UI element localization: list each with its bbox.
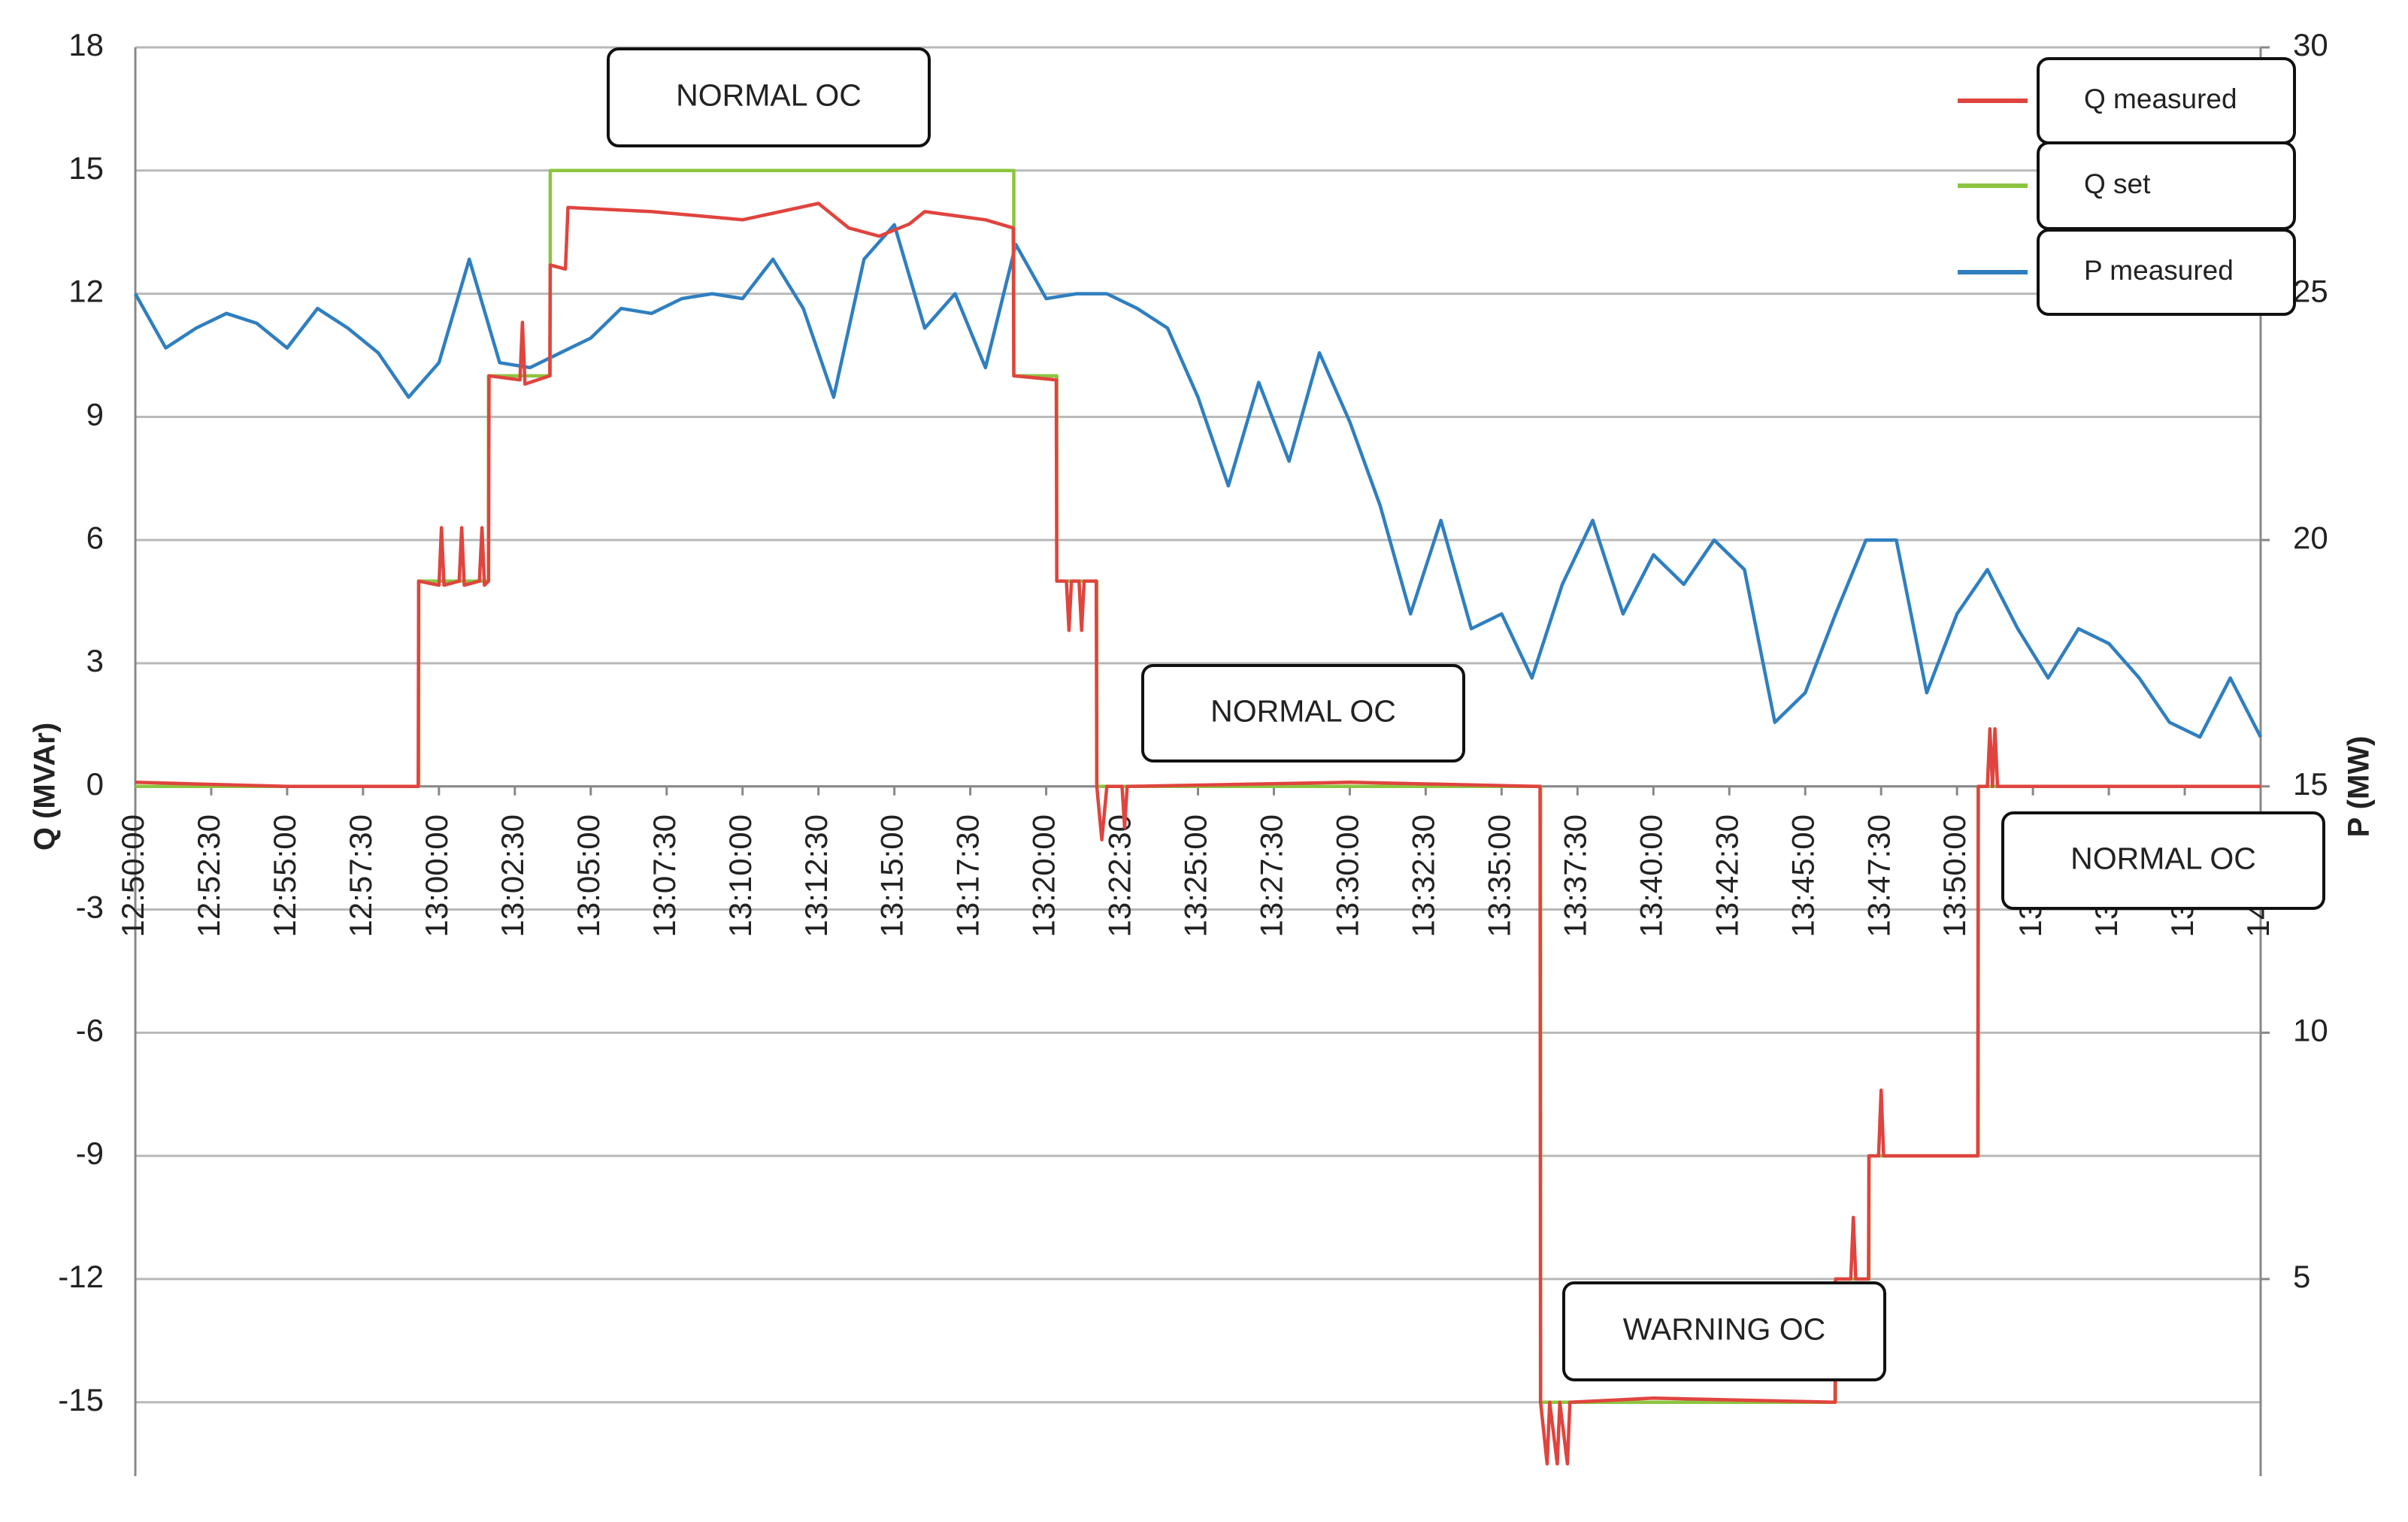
x-tick-label: 13:40:00 xyxy=(1633,814,1668,938)
x-tick-label: 13:00:00 xyxy=(419,814,454,938)
x-tick-label: 13:50:00 xyxy=(1937,814,1972,938)
x-tick-label: 13:37:30 xyxy=(1557,814,1592,938)
x-tick-label: 13:42:30 xyxy=(1709,814,1744,938)
annotation-box xyxy=(1141,664,1465,763)
y-tick-label: -12 xyxy=(58,1259,104,1294)
y2-tick-label: 5 xyxy=(2293,1259,2310,1294)
x-tick-label: 13:07:30 xyxy=(647,814,682,938)
series-line xyxy=(135,202,2261,1466)
x-tick-label: 13:25:00 xyxy=(1178,814,1213,938)
legend-label: Q measured xyxy=(2084,83,2237,114)
y2-tick-label: 15 xyxy=(2293,766,2328,802)
y-tick-label: 3 xyxy=(86,643,104,678)
x-tick-label: 13:12:30 xyxy=(798,814,834,938)
x-tick-label: 13:35:00 xyxy=(1481,814,1516,938)
x-tick-label: 12:55:00 xyxy=(267,814,302,938)
x-tick-label: 13:17:30 xyxy=(950,814,986,938)
y2-tick-label: 30 xyxy=(2293,27,2328,62)
x-tick-label: 13:27:30 xyxy=(1254,814,1289,938)
x-tick-label: 13:47:30 xyxy=(1861,814,1896,938)
x-tick-label: 13:02:30 xyxy=(495,814,530,938)
y-tick-label: -6 xyxy=(76,1012,104,1048)
x-tick-label: 13:32:30 xyxy=(1405,814,1440,938)
legend-label: P measured xyxy=(2084,255,2234,286)
y2-tick-label: 25 xyxy=(2293,274,2328,309)
y2-axis-title: P (MW) xyxy=(2343,736,2376,838)
x-tick-label: 12:57:30 xyxy=(343,814,378,938)
x-tick-label: 13:20:00 xyxy=(1026,814,1062,938)
annotation-text: NORMAL OC xyxy=(676,77,862,112)
x-tick-label: 13:10:00 xyxy=(722,814,758,938)
y-tick-label: -3 xyxy=(76,890,104,925)
x-tick-label: 12:50:00 xyxy=(115,814,150,938)
y-tick-label: 0 xyxy=(86,766,104,802)
x-tick-label: 13:15:00 xyxy=(874,814,910,938)
annotation-box xyxy=(1562,1281,1886,1381)
y-tick-label: 6 xyxy=(86,520,104,555)
y-tick-label: -9 xyxy=(76,1135,104,1171)
x-tick-label: 13:05:00 xyxy=(571,814,606,938)
legend-label: Q set xyxy=(2084,168,2151,199)
annotation-text: WARNING OC xyxy=(1623,1311,1826,1346)
x-tick-label: 13:45:00 xyxy=(1785,814,1820,938)
annotation-text: NORMAL OC xyxy=(2070,841,2256,875)
y-tick-label: -15 xyxy=(58,1382,104,1417)
legend-box xyxy=(2037,141,2296,230)
y-tick-label: 18 xyxy=(68,27,104,62)
annotation-box xyxy=(2001,811,2325,910)
annotation-box xyxy=(607,47,931,147)
x-tick-label: 12:52:30 xyxy=(191,814,226,938)
legend-box xyxy=(2037,229,2296,316)
y-axis-title: Q (MVAr) xyxy=(29,723,62,850)
y2-tick-label: 10 xyxy=(2293,1012,2328,1048)
y-tick-label: 15 xyxy=(68,150,104,186)
y2-tick-label: 20 xyxy=(2293,520,2328,555)
x-tick-label: 13:30:00 xyxy=(1330,814,1365,938)
y-tick-label: 9 xyxy=(86,396,104,432)
series-line xyxy=(134,223,2263,739)
x-tick-label: 13:22:30 xyxy=(1102,814,1137,938)
annotation-text: NORMAL OC xyxy=(1210,693,1396,728)
y-tick-label: 12 xyxy=(68,274,104,309)
